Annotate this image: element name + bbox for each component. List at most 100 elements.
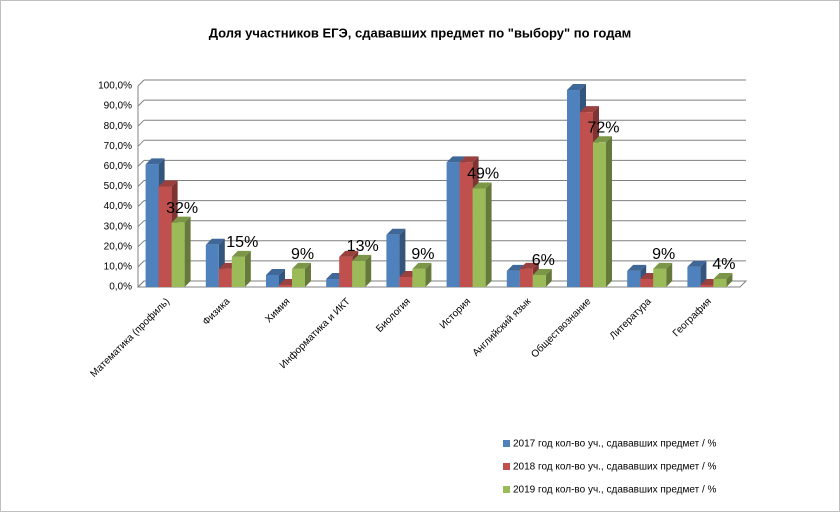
data-label: 72% xyxy=(587,119,619,136)
bar xyxy=(399,276,413,287)
bar xyxy=(506,270,520,287)
bar-side xyxy=(485,182,492,287)
bar xyxy=(218,268,232,287)
bar xyxy=(158,186,172,287)
grid-slant xyxy=(137,139,145,147)
data-label: 32% xyxy=(166,200,198,217)
bar xyxy=(412,268,426,287)
legend-swatch xyxy=(503,440,510,447)
bar xyxy=(326,278,340,287)
data-label: 49% xyxy=(467,166,499,183)
bar xyxy=(231,256,245,287)
grid-slant xyxy=(137,280,145,288)
legend-swatch xyxy=(503,486,510,493)
legend-label: 2018 год кол-во уч., сдававших предмет /… xyxy=(513,462,717,473)
y-tick-label: 70,0% xyxy=(104,141,132,152)
grid-slant xyxy=(137,99,145,107)
y-tick-label: 10,0% xyxy=(104,262,132,273)
bar-side xyxy=(365,254,372,287)
y-tick-label: 80,0% xyxy=(104,121,132,132)
bar-top xyxy=(352,254,372,261)
bar xyxy=(446,162,460,287)
bar xyxy=(386,234,400,287)
data-label: 6% xyxy=(532,252,555,269)
bar-top xyxy=(446,156,466,163)
y-tick-label: 40,0% xyxy=(104,201,132,212)
bar-side xyxy=(700,260,707,287)
bar-top xyxy=(580,106,599,113)
bar xyxy=(171,222,185,287)
data-label: 15% xyxy=(226,234,258,251)
bar-top xyxy=(627,264,647,271)
data-label: 4% xyxy=(712,256,735,273)
y-tick-label: 0,0% xyxy=(109,282,132,293)
bar xyxy=(279,284,292,287)
bar-top xyxy=(593,136,612,143)
bar-side xyxy=(726,272,733,287)
bar-top xyxy=(205,238,225,245)
bar-side xyxy=(425,262,432,287)
legend-swatch xyxy=(503,463,510,470)
y-tick-label: 30,0% xyxy=(104,221,132,232)
bar-top xyxy=(171,216,191,223)
bar xyxy=(640,278,654,287)
y-tick-label: 60,0% xyxy=(104,161,132,172)
bar xyxy=(266,274,279,287)
y-tick-label: 20,0% xyxy=(104,241,132,252)
bar-top xyxy=(412,262,432,269)
bar-side xyxy=(545,268,552,287)
legend-label: 2019 год кол-во уч., сдававших предмет /… xyxy=(513,485,717,496)
bar-top xyxy=(231,250,251,257)
bar xyxy=(532,274,546,287)
bar-top xyxy=(292,262,311,269)
bar xyxy=(627,270,641,287)
bar-top xyxy=(713,272,733,279)
bar-side xyxy=(399,228,406,287)
bar xyxy=(205,244,219,287)
bar xyxy=(593,142,606,287)
bar-top xyxy=(567,84,586,91)
grid-slant xyxy=(137,160,145,167)
data-label: 9% xyxy=(652,246,675,263)
data-label: 9% xyxy=(291,246,314,263)
data-label: 9% xyxy=(411,246,434,263)
bar-side xyxy=(666,262,673,287)
grid-slant xyxy=(137,260,145,268)
bar xyxy=(339,256,353,287)
bar-top xyxy=(519,262,539,269)
bar-side xyxy=(244,250,251,287)
bar-top xyxy=(532,268,552,275)
bar-side xyxy=(184,216,191,287)
grid-slant xyxy=(137,79,145,87)
bar xyxy=(700,284,714,287)
legend-label: 2017 год кол-во уч., сдававших предмет /… xyxy=(513,439,717,450)
data-label: 13% xyxy=(347,238,379,255)
grid-slant xyxy=(137,240,145,248)
bar xyxy=(459,162,473,287)
bar-top xyxy=(145,158,165,165)
bar-top xyxy=(687,260,707,267)
grid-slant xyxy=(137,119,145,127)
bar-side xyxy=(305,262,311,287)
y-tick-label: 90,0% xyxy=(104,101,132,112)
bar-top xyxy=(459,156,479,163)
bar xyxy=(292,268,305,287)
bar xyxy=(519,268,533,287)
y-tick-label: 50,0% xyxy=(104,181,132,192)
bar-top xyxy=(653,262,673,269)
grid-slant xyxy=(137,180,145,187)
bar xyxy=(713,278,727,287)
bar xyxy=(580,112,593,287)
bar xyxy=(352,260,366,287)
bar xyxy=(145,164,159,287)
bar xyxy=(472,188,486,287)
bar xyxy=(653,268,667,287)
bar xyxy=(567,90,580,288)
chart-title: Доля участников ЕГЭ, сдававших предмет п… xyxy=(209,25,632,40)
bar-top xyxy=(158,180,178,187)
y-tick-label: 100,0% xyxy=(98,81,132,92)
grid-slant xyxy=(137,220,145,228)
bar-top xyxy=(386,228,406,235)
